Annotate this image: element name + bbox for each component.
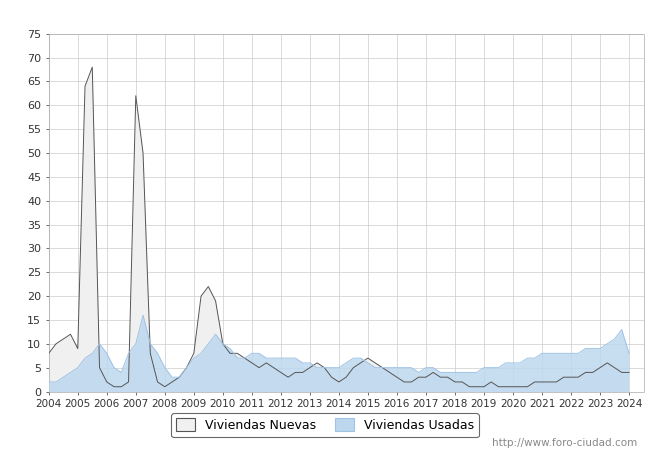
Text: http://www.foro-ciudad.com: http://www.foro-ciudad.com [492, 438, 637, 448]
Text: Alburquerque - Evolucion del Nº de Transacciones Inmobiliarias: Alburquerque - Evolucion del Nº de Trans… [62, 9, 588, 27]
Legend: Viviendas Nuevas, Viviendas Usadas: Viviendas Nuevas, Viviendas Usadas [171, 414, 479, 437]
